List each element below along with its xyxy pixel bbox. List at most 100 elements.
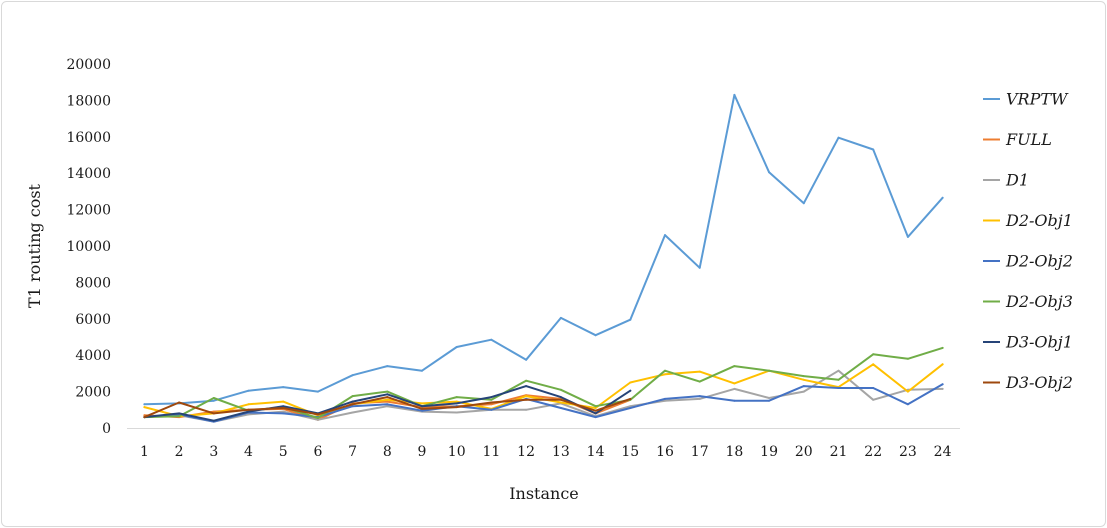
data-point-d2-obj2 [629,407,632,409]
data-point-d3-obj2 [178,401,181,404]
legend-item-d2-obj2: D2-Obj2 [983,252,1073,271]
data-point-d3-obj2 [421,407,423,410]
x-tick-label: 15 [621,444,639,460]
legend-label: D2-Obj1 [1005,211,1073,230]
x-tick-label: 12 [517,444,535,460]
y-tick-label: 16000 [66,130,111,146]
data-point-vrptw [733,93,736,96]
data-point-d3-obj2 [490,401,493,404]
y-tick-label: 2000 [75,385,111,401]
x-tick-label: 10 [448,444,466,460]
y-tick-label: 18000 [66,93,111,109]
data-point-d1 [386,405,389,408]
data-point-d3-obj1 [421,405,423,408]
data-point-d2-obj1 [421,402,423,405]
data-point-d3-obj2 [594,409,597,412]
data-point-d2-obj2 [733,399,736,402]
x-tick-label: 18 [725,444,743,460]
x-tick-label: 16 [656,444,674,460]
data-point-d2-obj2 [768,399,771,402]
data-point-d2-obj1 [525,395,528,398]
data-point-d1 [455,411,458,414]
data-point-d3-obj1 [559,396,562,399]
data-point-vrptw [837,136,840,139]
data-point-d2-obj1 [629,381,632,384]
data-point-vrptw [386,365,389,368]
legend-item-full: FULL [983,130,1052,149]
legend-label: D1 [1005,171,1029,190]
x-tick-label: 4 [244,444,253,460]
data-point-d1 [282,410,285,413]
data-point-d2-obj3 [941,346,944,349]
data-point-d2-obj3 [386,390,389,393]
data-point-d3-obj2 [143,416,146,419]
data-point-d3-obj1 [247,410,250,413]
data-point-d1 [525,408,528,411]
data-point-vrptw [247,389,250,392]
data-point-d3-obj2 [351,403,354,406]
data-point-d3-obj2 [455,406,458,409]
data-point-d3-obj1 [282,405,285,408]
legend-item-d3-obj1: D3-Obj1 [983,333,1073,352]
y-tick-label: 0 [102,421,111,437]
data-point-d2-obj3 [872,353,875,356]
data-point-d2-obj3 [802,375,805,378]
data-point-vrptw [941,196,944,199]
data-point-d2-obj1 [282,400,285,403]
x-tick-label: 5 [279,444,288,460]
data-point-vrptw [282,386,285,389]
y-tick-labels: 0 2000 4000 6000 8000 10000 12000 14000 16000 180… [66,57,111,437]
data-point-d2-obj3 [525,379,528,382]
series-line-vrptw [143,93,944,406]
legend-item-d3-obj2: D3-Obj2 [983,373,1073,392]
data-point-d2-obj1 [698,370,701,373]
x-tick-label: 7 [348,444,357,460]
data-point-vrptw [351,374,354,377]
data-point-full [490,403,493,406]
data-point-d3-obj2 [247,408,250,411]
data-point-d2-obj3 [837,378,840,381]
x-tick-label: 9 [418,444,427,460]
data-point-vrptw [664,234,666,237]
data-point-d3-obj1 [594,412,597,415]
data-point-d3-obj1 [351,400,354,403]
data-point-d2-obj1 [941,363,944,366]
x-tick-labels: 1 2 3 4 5 6 7 8 9 10 11 12 13 14 15 16 17 18 19 20 21 22 23 24 [140,444,952,460]
data-point-d1 [316,418,319,421]
data-point-d2-obj1 [802,378,805,381]
data-point-d1 [733,387,736,390]
data-point-d3-obj1 [629,389,632,392]
y-tick-label: 12000 [66,203,111,219]
data-point-d2-obj3 [455,396,458,399]
data-point-full [386,400,389,403]
legend-item-d2-obj3: D2-Obj3 [983,292,1073,311]
data-point-d2-obj3 [351,395,354,398]
data-point-d2-obj2 [664,397,666,400]
data-point-d3-obj2 [316,413,319,416]
data-point-d2-obj1 [594,407,597,409]
x-tick-label: 21 [830,444,848,460]
data-point-d1 [872,398,875,401]
series-line-d1 [143,369,944,423]
legend-item-d2-obj1: D2-Obj1 [983,211,1073,230]
legend-label: D2-Obj2 [1005,252,1073,271]
data-point-d1 [629,405,632,408]
data-point-d2-obj1 [143,406,146,409]
data-point-d1 [664,399,666,402]
data-point-d2-obj1 [664,373,666,376]
x-tick-label: 20 [795,444,813,460]
data-point-d2-obj2 [906,403,909,406]
series-d3-obj1 [143,385,632,422]
data-point-d2-obj3 [733,365,736,368]
legend-label: VRPTW [1006,90,1069,109]
series-line-d2-obj2 [143,383,944,423]
data-point-d3-obj2 [629,397,632,400]
x-tick-label: 14 [587,444,605,460]
data-point-vrptw [629,318,632,321]
data-point-vrptw [594,334,597,337]
y-tick-label: 20000 [66,57,111,73]
data-point-d2-obj3 [664,369,666,372]
x-tick-label: 3 [209,444,218,460]
data-point-d2-obj1 [872,363,875,366]
